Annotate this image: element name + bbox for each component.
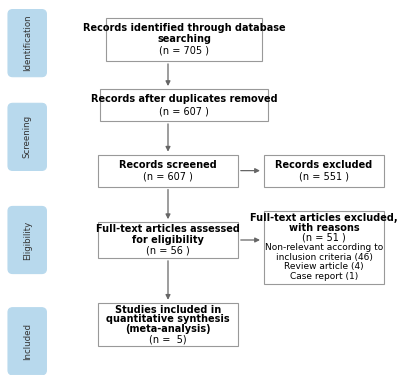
- Text: (n = 551 ): (n = 551 ): [299, 172, 349, 182]
- Text: (n =  5): (n = 5): [149, 334, 187, 344]
- Text: Full-text articles assessed: Full-text articles assessed: [96, 225, 240, 234]
- Text: (n = 607 ): (n = 607 ): [159, 106, 209, 116]
- Text: Non-relevant according to: Non-relevant according to: [265, 243, 383, 252]
- Text: Full-text articles excluded,: Full-text articles excluded,: [250, 213, 398, 223]
- FancyBboxPatch shape: [8, 104, 46, 170]
- FancyBboxPatch shape: [8, 308, 46, 375]
- Text: Records excluded: Records excluded: [275, 160, 373, 170]
- Text: Eligibility: Eligibility: [23, 220, 32, 260]
- Text: Studies included in: Studies included in: [115, 305, 221, 315]
- Text: Case report (1): Case report (1): [290, 272, 358, 281]
- FancyBboxPatch shape: [100, 89, 268, 121]
- Text: Included: Included: [23, 323, 32, 360]
- Text: (n = 705 ): (n = 705 ): [159, 46, 209, 56]
- FancyBboxPatch shape: [264, 154, 384, 186]
- FancyBboxPatch shape: [98, 154, 238, 186]
- FancyBboxPatch shape: [8, 207, 46, 274]
- Text: Identification: Identification: [23, 15, 32, 71]
- FancyBboxPatch shape: [8, 10, 46, 77]
- Text: Records screened: Records screened: [119, 160, 217, 170]
- Text: for eligibility: for eligibility: [132, 235, 204, 245]
- FancyBboxPatch shape: [264, 211, 384, 284]
- Text: with reasons: with reasons: [289, 223, 359, 233]
- Text: Review article (4): Review article (4): [284, 262, 364, 272]
- Text: quantitative synthesis: quantitative synthesis: [106, 315, 230, 324]
- Text: Records identified through database: Records identified through database: [83, 23, 285, 33]
- FancyBboxPatch shape: [98, 222, 238, 258]
- Text: Screening: Screening: [23, 116, 32, 158]
- Text: searching: searching: [157, 34, 211, 44]
- FancyBboxPatch shape: [106, 18, 262, 61]
- Text: (n = 51 ): (n = 51 ): [302, 233, 346, 243]
- Text: (meta-analysis): (meta-analysis): [125, 324, 211, 334]
- Text: (n = 607 ): (n = 607 ): [143, 172, 193, 182]
- FancyBboxPatch shape: [98, 303, 238, 346]
- Text: inclusion criteria (46): inclusion criteria (46): [276, 253, 372, 262]
- Text: (n = 56 ): (n = 56 ): [146, 246, 190, 255]
- Text: Records after duplicates removed: Records after duplicates removed: [91, 94, 277, 104]
